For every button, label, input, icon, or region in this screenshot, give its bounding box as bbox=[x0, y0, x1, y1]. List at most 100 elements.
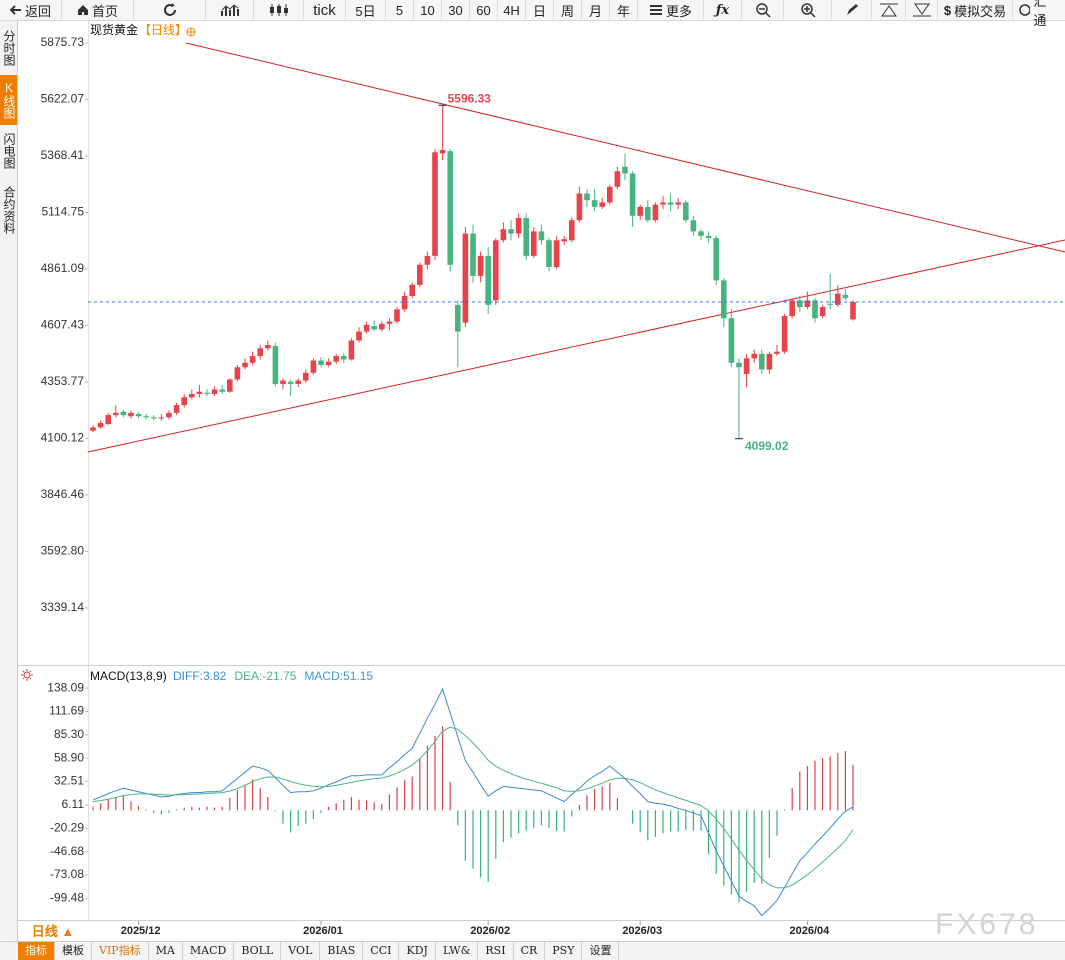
y-tick-label: 4607.43 bbox=[41, 318, 85, 332]
sim-trade-button[interactable]: $ 模拟交易 bbox=[938, 0, 1013, 20]
y-tick-label: -99.48 bbox=[50, 890, 84, 904]
candle-body bbox=[211, 389, 218, 394]
indicator-tab[interactable]: VIP指标 bbox=[92, 942, 149, 960]
huitong-button[interactable]: 汇通 bbox=[1013, 0, 1058, 28]
macd-title: MACD(13,8,9) bbox=[90, 669, 167, 683]
chart-subtitle: 【日线】 bbox=[139, 23, 187, 37]
candle-body bbox=[508, 229, 514, 234]
y-tick-label: 5622.07 bbox=[41, 92, 85, 106]
indicator-tab[interactable]: LW& bbox=[436, 942, 479, 960]
back-button[interactable]: 返回 bbox=[0, 0, 62, 20]
period-button[interactable]: 5 bbox=[386, 0, 414, 20]
candle-body bbox=[455, 304, 461, 332]
indicator-tab[interactable]: 模板 bbox=[55, 942, 92, 960]
label: 更多 bbox=[665, 3, 692, 19]
period-button[interactable]: 30 bbox=[442, 0, 470, 20]
label: 返回 bbox=[24, 3, 51, 19]
indicator-tab[interactable]: KDJ bbox=[399, 942, 436, 960]
candle-body bbox=[660, 202, 666, 205]
candle-body bbox=[113, 412, 119, 416]
candle-body bbox=[310, 360, 317, 373]
candle-body bbox=[713, 238, 719, 281]
more-button[interactable]: 更多 bbox=[638, 0, 704, 20]
candle-body bbox=[485, 255, 491, 305]
label: 首页 bbox=[91, 3, 118, 19]
candle-body bbox=[234, 367, 241, 380]
x-tick-label: 2026/01 bbox=[303, 925, 343, 937]
zoom-in-button[interactable] bbox=[784, 0, 832, 20]
period-button[interactable]: 10 bbox=[414, 0, 442, 20]
candle-body bbox=[553, 240, 560, 267]
draw-button[interactable] bbox=[832, 0, 872, 20]
chart-background bbox=[18, 21, 1065, 941]
indicator-tab[interactable]: 设置 bbox=[582, 942, 620, 960]
period-button[interactable]: 年 bbox=[610, 0, 638, 20]
y-tick-label: -73.08 bbox=[50, 867, 84, 881]
sidebar: 分时图 K线图 闪电图 合约资料 bbox=[0, 21, 18, 941]
candle-body bbox=[257, 348, 263, 357]
period-button[interactable]: 4H bbox=[498, 0, 526, 20]
candle-body bbox=[394, 309, 400, 322]
candle-body bbox=[827, 303, 833, 305]
legend-entry: DIFF:3.82 bbox=[173, 669, 227, 683]
candle-body bbox=[166, 412, 172, 418]
candle-body bbox=[439, 150, 446, 154]
period-button[interactable]: tick bbox=[304, 0, 346, 20]
indicator-tab[interactable]: CCI bbox=[363, 942, 400, 960]
line-chart-button[interactable] bbox=[206, 0, 254, 20]
macd-panel bbox=[92, 687, 854, 917]
sidebar-tab[interactable]: 闪电图 bbox=[2, 133, 16, 169]
candle-body bbox=[295, 380, 301, 384]
period-button[interactable]: 周 bbox=[554, 0, 582, 20]
candle-body bbox=[698, 231, 704, 236]
indicator-tab[interactable]: BIAS bbox=[320, 942, 364, 960]
home-button[interactable]: 首页 bbox=[62, 0, 134, 20]
indicator-tab[interactable]: BOLL bbox=[234, 942, 282, 960]
indicator-tab[interactable]: MA bbox=[149, 942, 183, 960]
indicator-tab[interactable]: RSI bbox=[478, 942, 514, 960]
period-button[interactable]: 月 bbox=[582, 0, 610, 20]
toolbar: 返回 首页 tick 5日 5 10 30 60 4H 日 周 月 年 更多 ƒ… bbox=[0, 0, 1065, 28]
sidebar-tab[interactable]: 分时图 bbox=[2, 30, 16, 66]
y-tick-label: 6.11 bbox=[62, 797, 85, 811]
zoom-out-button[interactable] bbox=[742, 0, 784, 20]
y-tick-label: 5875.73 bbox=[41, 35, 85, 49]
up-button[interactable] bbox=[872, 0, 906, 20]
candle-body bbox=[105, 415, 111, 425]
period-button[interactable]: 日 bbox=[526, 0, 554, 20]
price-panel: 5596.33 4099.02 bbox=[88, 91, 1065, 453]
sidebar-tab[interactable]: 合约资料 bbox=[2, 186, 16, 234]
indicator-tab[interactable]: 指标 bbox=[18, 942, 55, 960]
candle-body bbox=[325, 361, 332, 365]
candle-body bbox=[204, 392, 210, 394]
down-button[interactable] bbox=[906, 0, 938, 20]
indicator-tab[interactable]: PSY bbox=[545, 942, 583, 960]
candle-body bbox=[850, 301, 856, 320]
candle-body bbox=[363, 324, 370, 332]
candle-body bbox=[743, 358, 750, 374]
candle-body bbox=[249, 356, 256, 363]
candle-body bbox=[797, 300, 803, 308]
candle-body bbox=[265, 344, 271, 349]
refresh-button[interactable] bbox=[134, 0, 206, 20]
period-button[interactable]: 5日 bbox=[346, 0, 386, 20]
candle-body bbox=[652, 204, 659, 221]
candle-body bbox=[303, 372, 309, 381]
add-icon[interactable] bbox=[186, 27, 196, 37]
candle-button[interactable] bbox=[254, 0, 304, 20]
indicator-tab[interactable]: VOL bbox=[281, 942, 321, 960]
indicator-tab[interactable]: MACD bbox=[183, 942, 235, 960]
y-tick-label: 4861.09 bbox=[41, 261, 85, 275]
formula-button[interactable]: ƒx bbox=[704, 0, 742, 20]
y-tick-label: 138.09 bbox=[47, 680, 84, 694]
settings-icon[interactable] bbox=[21, 669, 33, 681]
y-tick-label: 4100.12 bbox=[41, 431, 85, 445]
indicator-tab[interactable]: CR bbox=[514, 942, 546, 960]
watermark: FX678 bbox=[935, 908, 1038, 941]
candle-body bbox=[835, 293, 841, 305]
sidebar-tab-active[interactable]: K线图 bbox=[0, 75, 17, 125]
period-button[interactable]: 60 bbox=[470, 0, 498, 20]
period-selector[interactable]: 日线 ▲ bbox=[31, 924, 75, 939]
